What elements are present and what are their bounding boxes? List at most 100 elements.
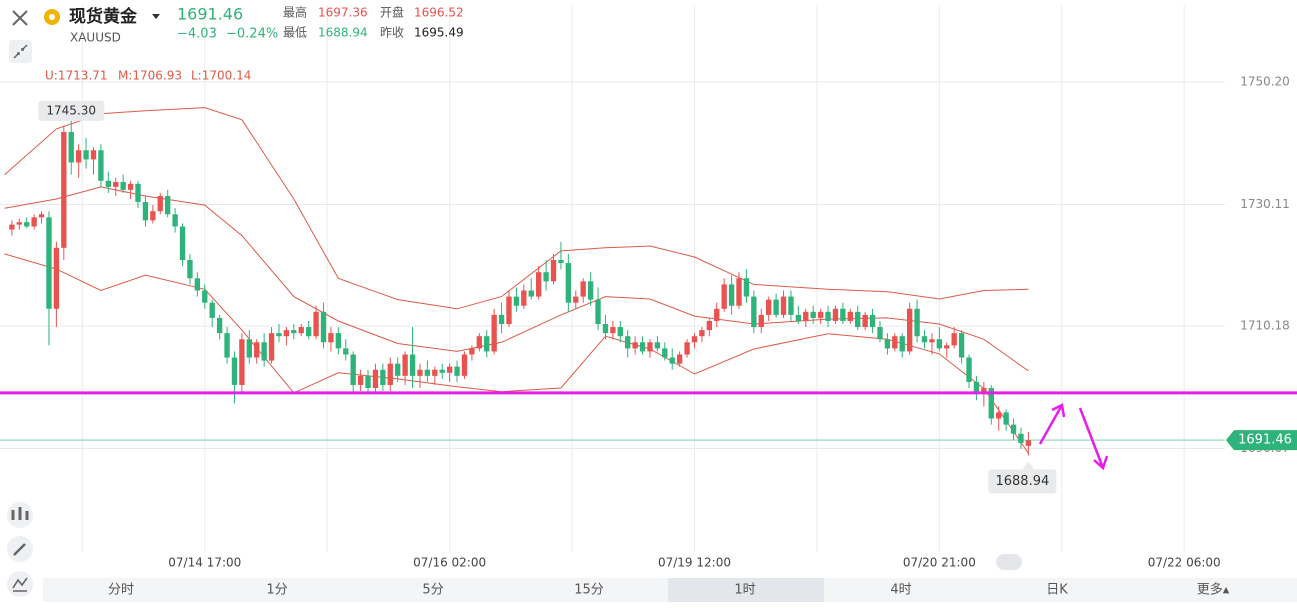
candle-body: [669, 357, 675, 364]
arrow-down: [1078, 407, 1109, 471]
band-label: L:1700.14: [191, 69, 251, 83]
candle-body: [728, 284, 735, 306]
scroll-handle[interactable]: [996, 554, 1022, 570]
candle-body: [536, 272, 542, 297]
x-tick-label: 07/16 02:00: [413, 556, 486, 570]
candle-body: [855, 311, 861, 328]
collapse-button[interactable]: [9, 40, 32, 63]
y-tick-label: 1750.20: [1240, 75, 1290, 89]
candle-body: [899, 336, 905, 352]
x-tick-label: 07/20 21:00: [903, 556, 976, 570]
label: 最高: [283, 5, 307, 20]
low-marker-box: [988, 469, 1057, 494]
candle-body: [558, 260, 564, 264]
high-marker-label: 1745.30: [46, 103, 96, 117]
candle-body: [565, 263, 572, 303]
candle-body: [736, 278, 742, 306]
candle-body: [105, 180, 111, 187]
high-marker-box: [38, 100, 105, 121]
candle-body: [246, 339, 252, 358]
tool-icon: [13, 543, 26, 556]
label: 开盘: [380, 5, 404, 20]
candle-body: [862, 314, 868, 328]
candle-body: [951, 333, 957, 346]
band-label: M:1706.93: [118, 69, 182, 83]
candle-body: [38, 214, 45, 218]
x-tick-label: 07/19 12:00: [658, 556, 731, 570]
close-icon: [12, 10, 28, 26]
candle-body: [461, 354, 468, 376]
candle-body: [127, 183, 134, 190]
tool-button[interactable]: [7, 571, 33, 597]
candle-body: [587, 281, 594, 300]
value: 1697.36: [318, 6, 368, 20]
candle-body: [795, 314, 802, 321]
tab-label: 1时: [734, 583, 755, 598]
tool-button[interactable]: [7, 536, 33, 562]
label: 最低: [283, 26, 307, 40]
candle-body: [840, 308, 846, 321]
arrow-up: [1038, 403, 1066, 445]
button-bg: [9, 40, 32, 63]
period-tab[interactable]: 分时: [108, 583, 134, 598]
candle-body: [602, 324, 609, 334]
candle-body: [469, 348, 475, 355]
candle-body: [424, 369, 431, 376]
candle-body: [113, 181, 119, 187]
candle-body: [409, 354, 416, 376]
period-tab[interactable]: 1时: [734, 583, 755, 598]
candle-body: [372, 369, 379, 389]
candle-body: [313, 311, 319, 337]
change: −4.03: [177, 27, 217, 42]
candle-body: [291, 330, 297, 334]
candle-body: [387, 363, 393, 385]
candle-body: [832, 308, 839, 321]
close-button[interactable]: [12, 10, 28, 26]
candle-body: [766, 299, 772, 315]
candle-body: [1010, 424, 1017, 434]
candle-body: [580, 281, 586, 297]
candle-body: [432, 369, 438, 376]
candle-body: [543, 272, 549, 282]
band-label: U:1713.71: [45, 69, 107, 83]
candle-body: [973, 381, 980, 395]
period-tab[interactable]: 更多▴: [1197, 582, 1230, 598]
candle-body: [528, 290, 534, 297]
candle-body: [506, 296, 512, 325]
low-marker-label: 1688.94: [995, 474, 1049, 489]
candle-body: [365, 375, 371, 389]
candle-body: [617, 327, 623, 337]
candle-body: [209, 302, 215, 318]
period-tab[interactable]: 4时: [890, 583, 911, 598]
low-marker-pointer: [1022, 461, 1035, 470]
x-tick-label: 07/14 17:00: [168, 556, 241, 570]
plot-area: [0, 5, 1297, 552]
candle-body: [24, 222, 30, 227]
dropdown-arrow[interactable]: [152, 14, 160, 19]
candle-body: [625, 336, 631, 349]
candle-body: [914, 308, 920, 337]
tab-label: 1分: [266, 583, 287, 598]
candle-body: [869, 314, 876, 328]
period-tab[interactable]: 日K: [1046, 583, 1068, 598]
period-tab[interactable]: 1分: [266, 583, 287, 598]
period-tab[interactable]: 5分: [422, 583, 443, 598]
candle-body: [90, 150, 97, 160]
candle-body: [810, 311, 816, 318]
tool-button[interactable]: [7, 502, 33, 528]
candle-body: [647, 342, 653, 352]
candle-body: [498, 314, 505, 325]
candle-body: [402, 354, 408, 376]
candle-body: [216, 317, 223, 334]
candle-body: [75, 150, 82, 163]
candle-body: [231, 357, 238, 385]
candle-body: [676, 354, 683, 364]
candle-body: [691, 336, 698, 343]
instrument-name[interactable]: 现货黄金: [69, 6, 138, 27]
candle-body: [172, 214, 178, 227]
period-tab[interactable]: 15分: [574, 583, 604, 598]
candle-body: [662, 348, 668, 358]
candle-body: [929, 339, 935, 343]
candle-body: [699, 330, 705, 337]
drawn-arrows: [1038, 403, 1109, 471]
